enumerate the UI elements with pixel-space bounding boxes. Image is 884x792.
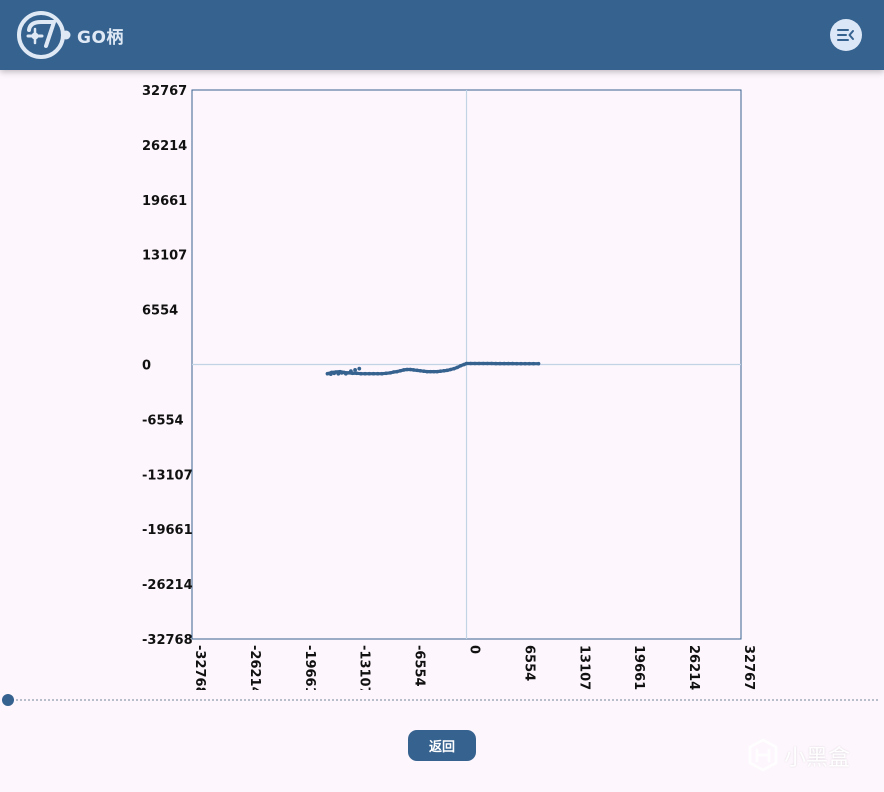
joystick-logo-icon [17, 11, 71, 59]
trace-point [325, 371, 330, 376]
menu-button[interactable] [830, 19, 862, 51]
y-tick-label: 13107 [142, 249, 187, 264]
menu-collapse-icon [837, 29, 854, 41]
trace-point [523, 361, 527, 366]
trace-point [510, 361, 515, 366]
xiaoheihe-logo-icon [748, 738, 778, 772]
trace-point [328, 372, 333, 377]
y-tick-label: -26214 [142, 578, 193, 593]
trace-point [363, 371, 367, 376]
trace-point [506, 361, 511, 366]
trace-point [445, 368, 450, 373]
trace-point [425, 369, 429, 374]
watermark: 小黑盒 [748, 736, 864, 776]
trace-point [502, 361, 507, 366]
trace-point [359, 371, 363, 376]
trace-point [336, 371, 341, 376]
trace-point [536, 361, 541, 366]
trace-point [455, 365, 460, 370]
trace-point [371, 371, 376, 376]
trace-point [411, 368, 416, 372]
trace-point [477, 361, 481, 366]
trace-point [357, 366, 362, 371]
trace-point [494, 361, 498, 366]
trace-point [514, 361, 519, 366]
watermark-text: 小黑盒 [784, 746, 851, 771]
y-tick-label: 26214 [142, 139, 187, 154]
trace-point [408, 367, 413, 372]
trace-point [489, 361, 494, 366]
y-tick-label: -13107 [142, 468, 193, 483]
y-tick-label: -6554 [142, 413, 184, 428]
trace-point [405, 367, 409, 372]
y-tick-label: 32767 [142, 84, 187, 99]
x-tick-label: 13107 [576, 645, 591, 690]
trace-point [442, 368, 446, 373]
y-tick-label: 6554 [142, 304, 178, 319]
joystick-trace-chart: 32767 26214 19661 13107 6554 0 -6554 -13107 -196… [142, 84, 756, 690]
trace-point [395, 369, 399, 374]
trace-point [435, 369, 439, 374]
trace-point [485, 361, 490, 366]
y-tick-label: 0 [142, 358, 151, 373]
x-tick-label: -13107 [357, 645, 372, 690]
brand-title: GO柄 [77, 28, 124, 48]
trace-point [473, 361, 477, 366]
trace-point [418, 368, 423, 373]
x-tick-label: -26214 [247, 645, 262, 690]
trace-point [519, 361, 523, 366]
trace-point [438, 369, 443, 373]
x-tick-label: 19661 [631, 645, 646, 690]
trace-point [388, 371, 393, 375]
y-tick-label: -19661 [142, 523, 193, 538]
trace-point [348, 369, 353, 374]
trace-point [332, 371, 337, 376]
y-tick-label: 19661 [142, 194, 187, 209]
trace-point [448, 367, 453, 372]
trace-point [391, 370, 396, 374]
x-tick-label: 26214 [686, 645, 701, 690]
playback-slider[interactable] [0, 690, 884, 710]
trace-point [452, 366, 456, 371]
trace-point [339, 370, 344, 375]
trace-point [527, 361, 532, 366]
trace-point [343, 371, 348, 376]
trace-point [375, 371, 380, 376]
trace-point [468, 361, 473, 366]
trace-point [428, 369, 433, 374]
trace-point [353, 368, 357, 372]
trace-point [384, 371, 388, 376]
trace-point [421, 369, 426, 373]
trace-point [458, 363, 463, 368]
x-tick-label: 0 [467, 645, 482, 654]
trace-point [415, 368, 419, 373]
trace-point [367, 371, 372, 376]
trace-point [464, 361, 469, 366]
trace-point [531, 361, 536, 366]
x-tick-label: -6554 [412, 645, 427, 687]
y-tick-label: -32768 [142, 633, 193, 648]
trace-point [354, 371, 359, 376]
back-button[interactable]: 返回 [408, 730, 476, 761]
trace-point [481, 361, 486, 366]
slider-track [8, 699, 878, 701]
trace-point [398, 368, 403, 373]
x-tick-label: 32767 [741, 645, 756, 690]
trace-point [432, 369, 436, 374]
x-tick-label: -32768 [192, 645, 207, 690]
x-tick-label: -19661 [302, 645, 317, 690]
trace-point [401, 368, 406, 372]
x-tick-label: 6554 [521, 645, 536, 681]
trace-point [380, 371, 384, 376]
app-header: GO柄 [0, 0, 884, 70]
trace-point [498, 361, 502, 366]
slider-thumb[interactable] [2, 694, 14, 706]
